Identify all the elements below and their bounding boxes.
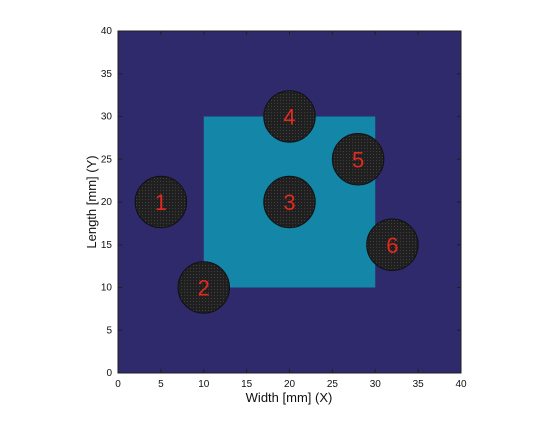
x-axis-tick-label: 25 <box>327 379 339 390</box>
y-axis-tick-label: 0 <box>106 368 112 379</box>
x-axis-tick-label: 30 <box>370 379 382 390</box>
circles-layer: 1 2 3 4 5 6 <box>134 90 419 314</box>
y-axis-tick-label: 10 <box>101 283 113 294</box>
y-axis-tick-label: 25 <box>101 154 113 165</box>
y-axis-tick-label: 35 <box>101 69 113 80</box>
circle-label: 3 <box>283 190 295 215</box>
circle-label: 1 <box>155 190 167 215</box>
y-axis-tick-label: 40 <box>101 26 113 37</box>
x-axis-tick-label: 35 <box>413 379 425 390</box>
y-axis-tick-label: 20 <box>101 197 113 208</box>
x-axis-tick-label: 20 <box>284 379 296 390</box>
circle-marker <box>177 261 230 314</box>
y-axis-tick-label: 30 <box>101 112 113 123</box>
x-axis-tick-label: 5 <box>158 379 164 390</box>
x-axis-tick-label: 15 <box>241 379 253 390</box>
circle-label: 5 <box>352 147 364 172</box>
x-axis-tick-label: 40 <box>455 379 467 390</box>
x-axis-label: Width [mm] (X) <box>246 390 333 405</box>
y-axis-tick-label: 15 <box>101 240 113 251</box>
circle-marker <box>134 175 188 229</box>
y-axis-label: Length [mm] (Y) <box>84 155 99 248</box>
circle-marker <box>263 90 316 143</box>
circle-label: 4 <box>283 105 295 130</box>
circle-marker <box>331 133 385 186</box>
x-axis-tick-label: 0 <box>115 379 121 390</box>
circle-label: 6 <box>386 233 398 258</box>
circle-label: 2 <box>198 276 210 301</box>
circle-marker <box>366 218 419 271</box>
circle-marker <box>263 175 316 229</box>
y-axis-tick-label: 5 <box>106 325 112 336</box>
x-axis-tick-label: 10 <box>198 379 210 390</box>
